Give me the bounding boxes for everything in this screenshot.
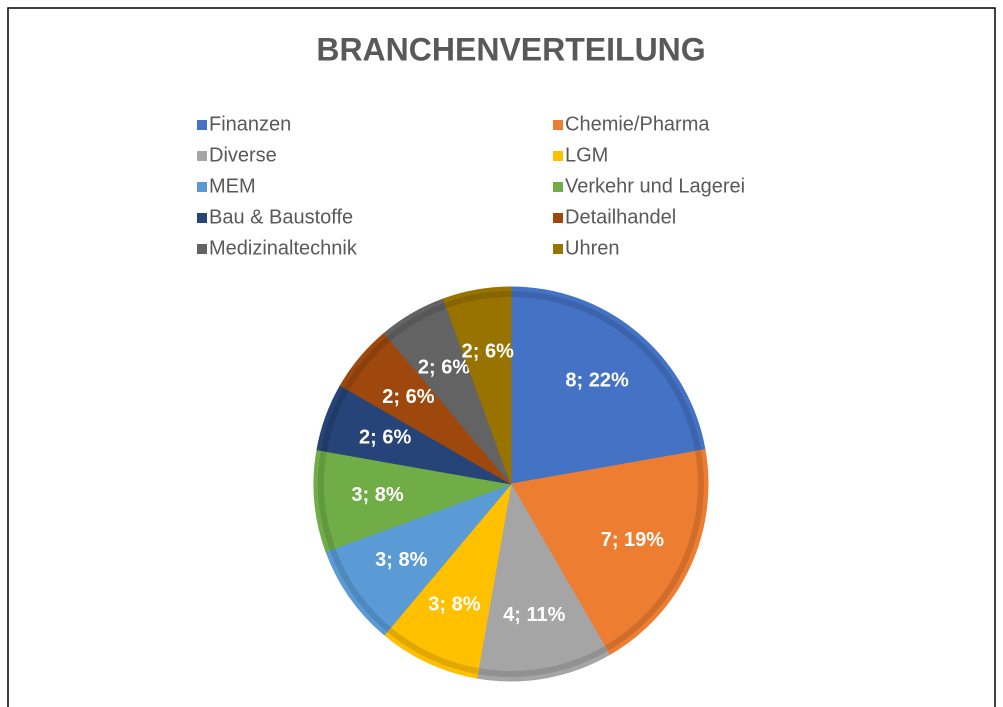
data-label: 3; 8% bbox=[428, 594, 480, 616]
slice-edge bbox=[318, 450, 336, 551]
legend-swatch bbox=[197, 244, 207, 254]
pie-slice bbox=[510, 449, 709, 656]
legend-swatch bbox=[553, 213, 563, 223]
slice-edge bbox=[320, 387, 350, 452]
legend-swatch bbox=[197, 151, 207, 161]
data-label: 7; 19% bbox=[601, 529, 665, 551]
legend-label: MEM bbox=[209, 175, 256, 197]
slice-edge bbox=[510, 291, 702, 452]
data-label: 4; 11% bbox=[503, 604, 565, 626]
data-label: 8; 22% bbox=[565, 370, 629, 392]
slice-edge bbox=[386, 302, 448, 341]
legend-label: Verkehr und Lagerei bbox=[565, 175, 745, 197]
pie-slice bbox=[476, 483, 610, 682]
pie-slice bbox=[510, 286, 706, 485]
pie-slice bbox=[325, 483, 512, 636]
legend-swatch bbox=[553, 120, 563, 130]
slice-edge bbox=[604, 450, 704, 652]
legend-label: Detailhandel bbox=[565, 206, 676, 228]
legend-label: LGM bbox=[565, 144, 608, 166]
data-label: 2; 6% bbox=[418, 356, 470, 378]
legend-label: Medizinaltechnik bbox=[209, 237, 358, 259]
chart-title: BRANCHENVERTEILUNG bbox=[316, 31, 705, 67]
legend-swatch bbox=[553, 244, 563, 254]
legend-label: Uhren bbox=[565, 237, 619, 259]
legend-swatch bbox=[197, 120, 207, 130]
data-label: 2; 6% bbox=[462, 340, 514, 362]
legend-label: Diverse bbox=[209, 144, 277, 166]
pie-slice bbox=[443, 286, 512, 485]
slice-edge bbox=[343, 336, 391, 391]
data-label: 2; 6% bbox=[382, 386, 434, 408]
legend-swatch bbox=[197, 213, 207, 223]
legend-swatch bbox=[553, 182, 563, 192]
slice-edge bbox=[329, 547, 391, 632]
legend-label: Bau & Baustoffe bbox=[209, 206, 353, 228]
slice-edge bbox=[444, 291, 512, 309]
pie-slice bbox=[383, 483, 512, 679]
legend-swatch bbox=[197, 182, 207, 192]
legend-label: Finanzen bbox=[209, 113, 291, 135]
slice-edge bbox=[386, 627, 479, 675]
data-label: 3; 8% bbox=[351, 484, 403, 506]
slice-edge bbox=[477, 645, 608, 677]
data-label: 3; 8% bbox=[375, 549, 427, 571]
legend-label: Chemie/Pharma bbox=[565, 113, 710, 135]
pie-slice bbox=[313, 449, 512, 552]
data-label: 2; 6% bbox=[359, 426, 411, 448]
legend-swatch bbox=[553, 151, 563, 161]
